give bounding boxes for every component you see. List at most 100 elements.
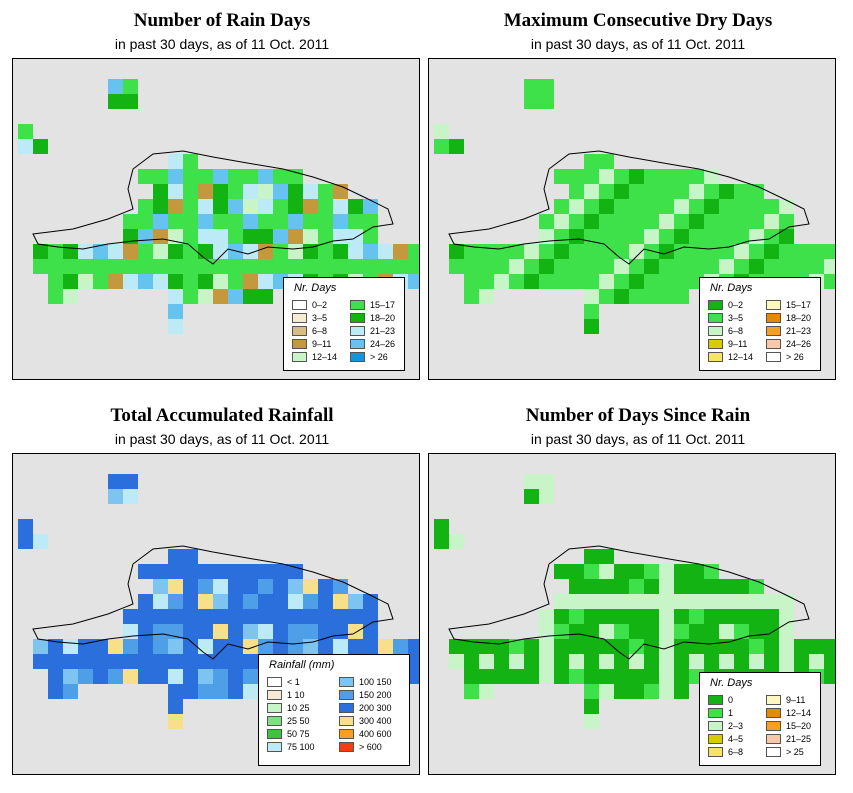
map-cell [539,79,554,94]
map-cell [213,229,228,244]
map-cell [809,639,824,654]
map-cell [509,669,524,684]
legend-item: 15–20 [766,719,811,731]
map-cell [198,669,213,684]
legend-item: 300 400 [339,714,392,726]
map-cell [524,654,539,669]
legend-item: > 26 [766,350,804,362]
map-cell [659,169,674,184]
map-cell [288,199,303,214]
map-cell [198,609,213,624]
map-cell [719,199,734,214]
map-cell [749,594,764,609]
map-cell [78,669,93,684]
map-cell [213,684,228,699]
map-cell [198,214,213,229]
map-cell [198,564,213,579]
map-cell [524,94,539,109]
map-cell [599,639,614,654]
map-cell [434,139,449,154]
legend-item: 4–5 [708,732,743,744]
legend-item: 100 150 [339,675,392,687]
map-cell [569,229,584,244]
map-cell [659,244,674,259]
map-cell [153,259,168,274]
legend-label: 6–8 [312,325,328,336]
map-cell [153,624,168,639]
map-cell [569,609,584,624]
map-cell [494,244,509,259]
map-cell [228,639,243,654]
map-cell [228,624,243,639]
map-cell [734,214,749,229]
map-cell [809,654,824,669]
map-cell [719,654,734,669]
coastline [32,545,394,660]
map-cell [599,199,614,214]
map-cell [659,639,674,654]
map-cell [363,199,378,214]
map-cell [318,609,333,624]
map-cell [704,624,719,639]
map-cell [198,684,213,699]
map-cell [764,199,779,214]
map-cell [509,654,524,669]
legend-item: 21–23 [766,324,811,336]
map-cell [108,79,123,94]
map-cell [18,534,33,549]
map-cell [228,564,243,579]
map-cell [644,244,659,259]
map-cell [539,274,554,289]
map-cell [348,594,363,609]
legend-label: 150 200 [359,689,392,700]
map-cell [168,579,183,594]
map-cell [363,229,378,244]
map-cell [348,214,363,229]
map-cell [464,259,479,274]
map-cell [183,184,198,199]
map-cell [213,579,228,594]
map-cell [584,199,599,214]
map-cell [569,259,584,274]
map-cell [243,609,258,624]
legend-swatch [292,351,307,362]
legend-label: > 26 [786,351,804,362]
map-cell [749,624,764,639]
map-cell [779,594,794,609]
legend-swatch [708,325,723,336]
map-cell [78,244,93,259]
map-cell [509,274,524,289]
legend-label: 24–26 [370,338,396,349]
legend-item: 9–11 [708,337,747,349]
map-cell [749,654,764,669]
map-cell [123,274,138,289]
map-cell [153,199,168,214]
legend-swatch [708,299,723,310]
map-cell [303,624,318,639]
map-cell [243,669,258,684]
map-cell [228,684,243,699]
map-cell [584,259,599,274]
legend-swatch [766,338,781,349]
map-cell [198,289,213,304]
map-cell [734,199,749,214]
map-cell [108,639,123,654]
map-cell [659,579,674,594]
map-cell [539,654,554,669]
legend-item: 150 200 [339,688,392,700]
map-cell [378,639,393,654]
map-cell [213,199,228,214]
map-cell [644,169,659,184]
map-cell [288,214,303,229]
legend-label: 0–2 [728,299,744,310]
map-cell [449,244,464,259]
map-cell [674,259,689,274]
map-cell [183,549,198,564]
map-cell [434,519,449,534]
map-cell [363,259,378,274]
map-cell [494,669,509,684]
map-cell [599,154,614,169]
map-cell [393,639,408,654]
map-cell [614,259,629,274]
map-cell [674,199,689,214]
